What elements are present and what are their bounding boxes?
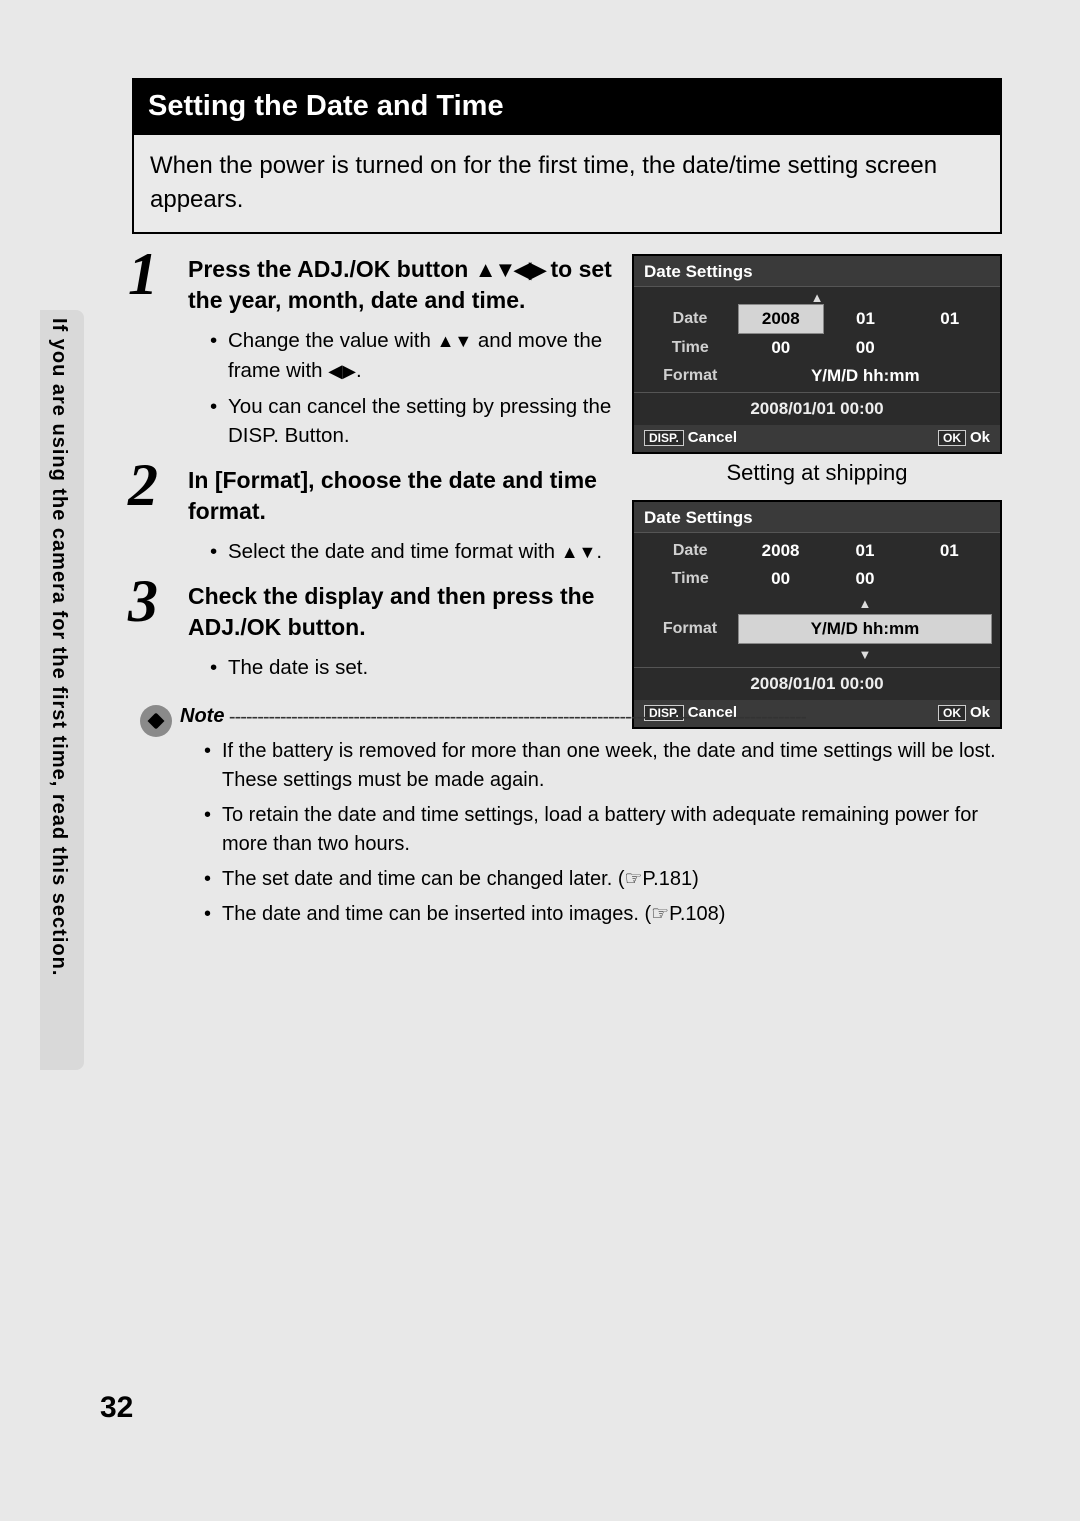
lcd-value: 01 (907, 305, 992, 334)
page-ref: P.108) (669, 903, 725, 925)
lcd-label: Format (642, 615, 738, 644)
updown-arrows-icon: ▲▼ (437, 331, 473, 351)
down-arrow-icon: ▼ (738, 644, 991, 666)
bullet-text: Select the date and time format with (228, 540, 561, 563)
lcd-value: 00 (823, 565, 907, 593)
lcd-value: 00 (739, 334, 823, 363)
lcd-label: Format (642, 362, 739, 390)
page-ref-icon: ☞ (651, 903, 669, 925)
bullet-text: . (356, 359, 362, 382)
lcd-row-date: Date 2008 01 01 (642, 537, 992, 565)
lcd-screenshot-2: Date Settings Date 2008 01 01 Time (632, 500, 1002, 729)
udlr-arrows-icon: ▲▼◀▶ (475, 257, 544, 282)
page-title: Setting the Date and Time (132, 78, 1002, 135)
lcd-row-format: Format Y/M/D hh:mm (642, 615, 992, 644)
lcd-title: Date Settings (634, 256, 1000, 287)
note-item: If the battery is removed for more than … (204, 737, 1000, 795)
step-heading: Check the display and then press the ADJ… (188, 581, 622, 643)
lcd-cancel-label: Cancel (688, 429, 737, 446)
lcd-value: 01 (823, 537, 907, 565)
lcd-screenshot-1: Date Settings ▲ Date 2008 01 01 Time (632, 254, 1002, 454)
step-head-text: Press the ADJ./OK button (188, 256, 475, 282)
updown-arrows-icon: ▲▼ (561, 542, 597, 562)
note-item: The date and time can be inserted into i… (204, 900, 1000, 929)
lcd-value: 00 (823, 334, 907, 363)
side-tab-text: If you are using the camera for the firs… (47, 318, 70, 976)
bullet-text: . (596, 540, 602, 563)
lcd-value: 01 (823, 305, 907, 334)
lcd-value: 00 (738, 565, 822, 593)
intro-text: When the power is turned on for the firs… (132, 135, 1002, 234)
up-arrow-icon: ▲ (642, 291, 992, 304)
note-heading: Note (180, 705, 224, 727)
lcd-value: Y/M/D hh:mm (739, 362, 992, 390)
note-item: The set date and time can be changed lat… (204, 865, 1000, 894)
step-2: 2 In [Format], choose the date and time … (132, 465, 622, 567)
bullet: The date is set. (210, 653, 622, 683)
step-number: 2 (128, 451, 158, 520)
note-dashes: ----------------------------------------… (229, 706, 806, 729)
lcd-label: Time (642, 565, 738, 593)
note-text: The set date and time can be changed lat… (222, 868, 624, 890)
note-section: Note -----------------------------------… (180, 705, 1000, 929)
lcd-value-selected: Y/M/D hh:mm (738, 615, 991, 644)
bullet: You can cancel the setting by pressing t… (210, 392, 622, 451)
lcd-label: Time (642, 334, 739, 363)
step-3: 3 Check the display and then press the A… (132, 581, 622, 683)
lcd-label: Date (642, 305, 739, 334)
note-item: To retain the date and time settings, lo… (204, 801, 1000, 859)
step-heading: In [Format], choose the date and time fo… (188, 465, 622, 527)
lcd-value: 01 (907, 537, 991, 565)
lcd-title: Date Settings (634, 502, 1000, 533)
lcd-cancel: DISP.Cancel (644, 429, 737, 446)
up-arrow-icon: ▲ (738, 593, 991, 615)
lcd-value-selected: 2008 (739, 305, 823, 334)
step-heading: Press the ADJ./OK button ▲▼◀▶ to set the… (188, 254, 622, 316)
lcd-label: Date (642, 537, 738, 565)
lcd-status: 2008/01/01 00:00 (634, 667, 1000, 700)
leftright-arrows-icon: ◀▶ (328, 361, 356, 381)
lcd-row-time: Time 00 00 (642, 565, 992, 593)
lcd-value: 2008 (738, 537, 822, 565)
step-1: 1 Press the ADJ./OK button ▲▼◀▶ to set t… (132, 254, 622, 451)
lcd-status: 2008/01/01 00:00 (634, 392, 1000, 425)
step-number: 3 (128, 567, 158, 636)
note-icon (140, 705, 172, 737)
ok-button-icon: OK (938, 430, 966, 446)
lcd-ok-label: Ok (970, 429, 990, 446)
page-ref: P.181) (642, 868, 698, 890)
lcd-ok: OKOk (938, 429, 990, 446)
lcd-row-format: Format Y/M/D hh:mm (642, 362, 992, 390)
step-number: 1 (128, 240, 158, 309)
page-number: 32 (100, 1391, 133, 1425)
bullet: Change the value with ▲▼ and move the fr… (210, 326, 622, 385)
bullet: Select the date and time format with ▲▼. (210, 537, 622, 567)
lcd-row-date: Date 2008 01 01 (642, 305, 992, 334)
shipping-caption: Setting at shipping (632, 460, 1002, 486)
note-text: The date and time can be inserted into i… (222, 903, 651, 925)
bullet-text: Change the value with (228, 329, 437, 352)
page-ref-icon: ☞ (624, 868, 642, 890)
lcd-row-time: Time 00 00 (642, 334, 992, 363)
disp-button-icon: DISP. (644, 430, 684, 446)
